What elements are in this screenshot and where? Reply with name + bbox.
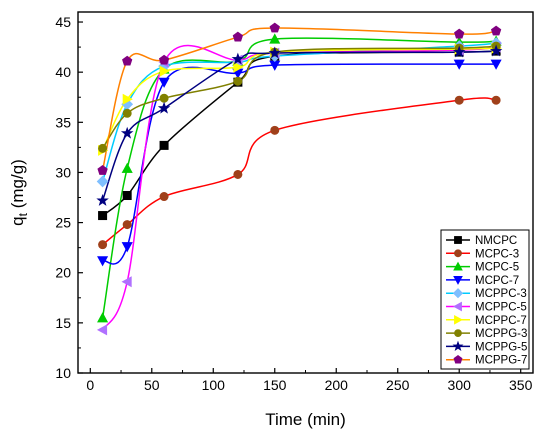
y-axis-title-subscript: t [16,212,30,216]
data-point-mcppg-7 [97,165,108,175]
y-tick-label: 40 [55,64,71,80]
y-axis-title-main: q [8,216,27,225]
y-tick-label: 45 [55,14,71,30]
data-point-mcppg-5 [157,101,171,114]
data-point-mcpc-3 [98,240,108,250]
data-point-mcppg-7 [122,55,133,66]
data-point-mcppg-7 [269,22,280,33]
legend-label: MCPPC-5 [475,302,527,314]
data-point-mcpc-5 [97,312,109,323]
y-tick-label: 30 [55,164,71,180]
x-tick-label: 50 [144,377,160,393]
data-point-mcpc-7 [490,59,502,70]
x-tick-label: 0 [86,377,94,393]
y-tick-label: 25 [55,215,71,231]
data-point-mcpc-3 [159,192,169,202]
data-point-mcpc-3 [122,220,132,230]
y-axis-ticks: 10 15 20 25 30 35 40 45 [55,14,83,381]
data-point-mcppg-7 [158,54,170,65]
legend-label: MCPC-5 [475,262,519,274]
data-point-mcpc-3 [454,95,464,105]
legend-label: MCPC-3 [475,248,519,260]
legend-label: MCPPC-3 [475,288,527,300]
data-point-mcppc-7 [233,61,244,73]
legend-swatch-marker [454,314,463,325]
legend-swatch-marker [454,329,462,337]
series-line-nmcpc [102,50,497,217]
data-point-mcpc-7 [97,256,109,267]
data-point-mcppg-7 [454,28,465,39]
data-point-mcppg-5 [489,44,503,57]
x-tick-label: 250 [386,377,410,393]
data-point-mcppg-5 [96,193,109,206]
data-point-mcppg-7 [232,31,244,42]
x-tick-label: 200 [325,377,349,393]
y-tick-label: 15 [55,315,71,331]
data-point-mcppg-5 [268,46,281,59]
y-axis-title: qt (mg/g) [8,159,30,226]
axes-layer: 0 50 100 150 200 250 300 350 10 15 20 25 30 35 40 45 T… [8,11,534,429]
data-point-mcpc-3 [491,95,501,105]
series-line-mcppc-5 [101,44,497,331]
x-axis-title: Time (min) [265,410,346,429]
legend-label: MCPPC-7 [475,315,527,327]
legend-swatch-marker [453,275,463,285]
y-tick-label: 10 [55,365,71,381]
data-point-mcppg-5 [231,52,245,65]
series-line-mcpc-3 [102,97,497,246]
data-point-mcpc-7 [158,77,170,88]
data-point-mcppg-5 [120,126,134,139]
legend-swatch-marker [454,249,462,258]
x-tick-label: 300 [448,377,472,393]
data-point-mcppg-7 [490,25,502,36]
data-point-mcppg-3 [233,76,243,86]
legend-label: MCPPG-7 [475,355,527,367]
x-tick-label: 150 [263,377,287,393]
legend: NMCPCMCPC-3MCPC-5MCPC-7MCPPC-3MCPPC-5MCP… [440,229,530,370]
x-axis-ticks: 0 50 100 150 200 250 300 350 [86,368,533,393]
data-point-nmcpc [98,211,108,221]
data-point-nmcpc [122,191,132,201]
x-tick-label: 100 [202,377,226,393]
y-tick-label: 20 [55,265,71,281]
data-point-mcppc-5 [121,276,132,288]
legend-label: MCPPG-5 [475,341,527,353]
legend-swatch-marker [452,288,464,299]
data-point-mcppg-3 [122,108,132,118]
data-point-mcppc-7 [159,65,170,77]
data-point-mcpc-7 [121,242,133,253]
data-point-mcppc-7 [122,93,133,105]
legend-swatch-marker [453,261,463,271]
data-point-mcppc-5 [96,324,108,336]
legend-swatch-marker [453,355,463,364]
data-point-mcpc-5 [269,33,281,44]
legend-label: MCPC-7 [475,275,519,287]
legend-label: NMCPC [475,235,517,247]
legend-swatch-marker [453,301,462,312]
data-point-mcppg-3 [98,143,108,153]
data-point-mcppg-3 [159,93,169,103]
data-point-nmcpc [159,140,169,150]
data-point-mcpc-3 [270,125,280,135]
series-line-mcpc-7 [102,63,497,265]
data-point-mcppg-5 [452,45,466,58]
data-point-mcpc-3 [233,169,243,179]
data-point-mcppc-3 [96,175,109,188]
x-tick-label: 350 [509,377,533,393]
data-point-mcpc-7 [453,59,465,70]
legend-label: MCPPG-3 [475,328,527,340]
marker-layer [96,22,503,336]
legend-swatch-marker [452,340,464,352]
y-tick-label: 35 [55,114,71,130]
y-axis-title-unit: (mg/g) [8,159,27,213]
legend-swatch-marker [454,236,462,244]
data-point-mcpc-5 [121,162,133,173]
